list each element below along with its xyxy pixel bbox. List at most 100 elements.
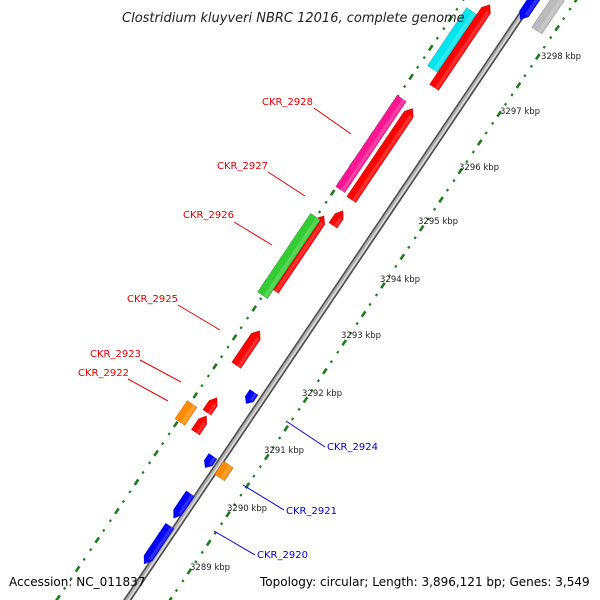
scale-tick — [310, 388, 314, 392]
gene-label-ckr-2924[interactable]: CKR_2924 — [327, 442, 378, 453]
scale-tick — [380, 282, 386, 289]
gene-feature[interactable] — [519, 0, 541, 21]
scale-tick — [302, 396, 309, 404]
gene-label-ckr-2922[interactable]: CKR_2922 — [78, 368, 129, 379]
scale-tick — [445, 188, 450, 192]
scale-label: 3295 kbp — [418, 217, 458, 227]
gene-feature[interactable] — [203, 452, 218, 469]
scale-tick — [542, 45, 546, 49]
gene-feature-highlight — [148, 526, 174, 561]
scale-tick — [168, 596, 173, 600]
scale-label: 3290 kbp — [227, 504, 267, 514]
label-leader-line — [267, 171, 306, 197]
scale-tick — [102, 528, 106, 533]
gene-feature[interactable] — [429, 4, 491, 91]
gene-label-ckr-2920[interactable]: CKR_2920 — [257, 550, 308, 561]
scale-labels: 3289 kbp 3290 kbp 3291 kbp 3292 kbp 3293… — [190, 52, 581, 573]
scale-tick — [455, 7, 459, 11]
gene-feature-highlight — [220, 464, 233, 481]
scale-tick — [407, 245, 411, 249]
scale-tick — [329, 189, 336, 197]
gene-feature[interactable] — [214, 460, 234, 482]
gene-feature[interactable] — [328, 210, 344, 229]
scale-tick — [336, 350, 340, 354]
scale-label: 3297 kbp — [500, 107, 540, 117]
scale-tick — [259, 297, 263, 301]
genome-summary-text: Topology: circular; Length: 3,896,121 bp… — [259, 575, 590, 589]
scale-ticks — [55, 0, 578, 600]
label-leader-line — [139, 359, 182, 383]
scale-tick — [205, 539, 212, 547]
gene-feature-highlight — [207, 403, 217, 415]
scale-tick — [219, 355, 224, 359]
gene-label-ckr-2925[interactable]: CKR_2925 — [127, 294, 178, 305]
scale-tick — [206, 374, 210, 378]
scale-tick — [62, 586, 67, 590]
scale-tick — [503, 102, 508, 106]
scale-tick — [252, 474, 256, 478]
gene-feature-highlight — [537, 0, 564, 34]
scale-tick — [471, 150, 475, 154]
scale-tick — [74, 565, 81, 573]
label-leader-line — [127, 378, 169, 402]
gene-label-ckr-2926[interactable]: CKR_2926 — [183, 210, 234, 221]
scale-tick — [291, 417, 295, 421]
scale-tick — [484, 131, 488, 135]
gene-feature[interactable] — [335, 94, 407, 194]
gene-feature-highlight — [274, 221, 324, 293]
label-leader-line — [213, 530, 256, 556]
scale-tick — [231, 334, 238, 341]
gene-label-ckr-2928[interactable]: CKR_2928 — [262, 97, 313, 108]
scale-tick — [368, 302, 372, 307]
scale-tick — [349, 331, 353, 335]
scale-tick — [167, 432, 171, 436]
scale-tick — [128, 490, 132, 494]
gene-feature[interactable] — [346, 107, 414, 204]
scale-tick — [515, 81, 522, 89]
gene-feature[interactable] — [231, 330, 261, 369]
scale-tick — [246, 316, 250, 320]
scale-tick — [510, 93, 514, 97]
gene-feature-highlight — [178, 494, 194, 515]
gene-label-ckr-2923[interactable]: CKR_2923 — [90, 349, 141, 360]
scale-label: 3292 kbp — [302, 389, 342, 399]
gene-feature[interactable] — [202, 397, 218, 416]
scale-tick — [418, 224, 425, 232]
scale-tick — [452, 179, 456, 183]
gene-features — [143, 0, 565, 565]
scale-tick — [374, 293, 379, 297]
scale-tick — [529, 64, 533, 68]
scale-tick — [133, 478, 140, 486]
gene-feature[interactable] — [174, 400, 198, 426]
gene-feature[interactable] — [257, 212, 321, 300]
scale-tick — [297, 407, 301, 411]
scale-tick — [457, 167, 464, 175]
gene-feature[interactable] — [531, 0, 565, 35]
gene-feature-highlight — [341, 98, 406, 193]
gene-feature[interactable] — [173, 490, 195, 519]
scale-tick — [399, 253, 406, 261]
scale-tick — [427, 44, 434, 52]
scale-tick — [153, 449, 159, 457]
scale-tick — [251, 305, 258, 312]
gene-feature[interactable] — [427, 7, 477, 73]
gene-feature[interactable] — [190, 415, 208, 436]
gene-feature-highlight — [236, 336, 260, 368]
scale-tick — [213, 531, 217, 535]
scale-tick — [491, 121, 495, 126]
gene-feature[interactable] — [143, 522, 175, 565]
gene-label-ckr-2921[interactable]: CKR_2921 — [286, 506, 337, 517]
scale-label: 3293 kbp — [341, 331, 381, 341]
scale-tick — [534, 53, 541, 61]
gene-feature-highlight — [433, 11, 476, 72]
scale-tick — [316, 379, 321, 383]
gene-feature[interactable] — [244, 388, 259, 405]
gene-feature-highlight — [333, 216, 343, 228]
scale-tick — [283, 425, 290, 432]
label-leader-line — [313, 107, 352, 135]
scale-label: 3291 kbp — [264, 446, 304, 456]
scale-tick — [426, 217, 430, 221]
gene-label-ckr-2927[interactable]: CKR_2927 — [217, 161, 268, 172]
scale-tick — [226, 345, 230, 349]
